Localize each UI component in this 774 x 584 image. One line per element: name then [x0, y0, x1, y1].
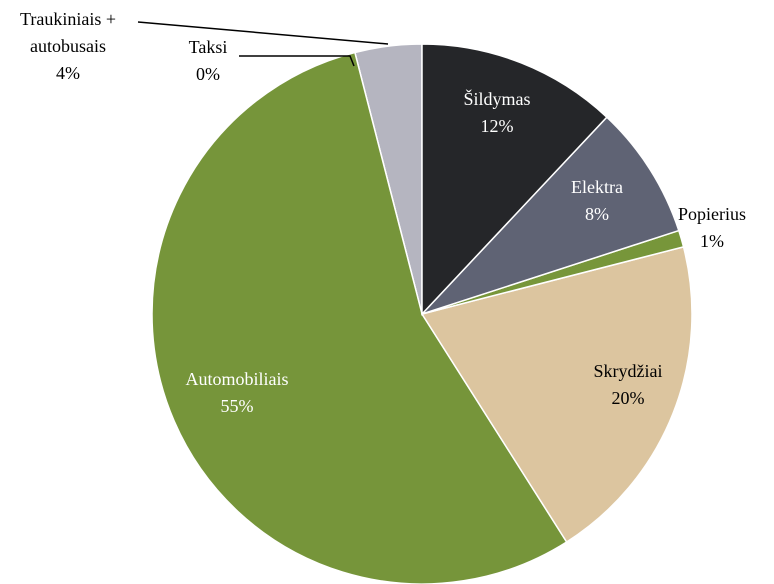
- category-label: Automobiliais: [185, 369, 289, 389]
- value-label: 55%: [220, 396, 254, 416]
- value-label: 8%: [585, 204, 609, 224]
- slice-label: Skrydžiai 20%: [558, 358, 698, 412]
- category-label: Taksi: [188, 37, 228, 57]
- category-label: Elektra: [571, 177, 623, 197]
- value-label: 1%: [700, 231, 724, 251]
- value-label: 20%: [611, 388, 645, 408]
- value-label: 4%: [56, 63, 80, 83]
- slice-label: Šildymas 12%: [427, 86, 567, 140]
- slice-label: Traukiniais + autobusais 4%: [1, 6, 136, 87]
- value-label: 12%: [480, 116, 514, 136]
- slice-label: Elektra 8%: [527, 174, 667, 228]
- pie-slice: [421, 43, 608, 316]
- slice-label: Taksi 0%: [158, 34, 258, 88]
- pie-slice: [420, 245, 693, 544]
- leader-line: [137, 21, 389, 45]
- category-label: Traukiniais + autobusais: [20, 9, 116, 56]
- slice-label: Automobiliais 55%: [157, 366, 317, 420]
- leader-line: [239, 55, 355, 67]
- pie-slice: [421, 116, 680, 315]
- value-label: 0%: [196, 64, 220, 84]
- category-label: Skrydžiai: [593, 361, 663, 381]
- slice-label: Popierius 1%: [642, 201, 774, 255]
- category-label: Šildymas: [463, 89, 531, 109]
- category-label: Popierius: [677, 204, 746, 224]
